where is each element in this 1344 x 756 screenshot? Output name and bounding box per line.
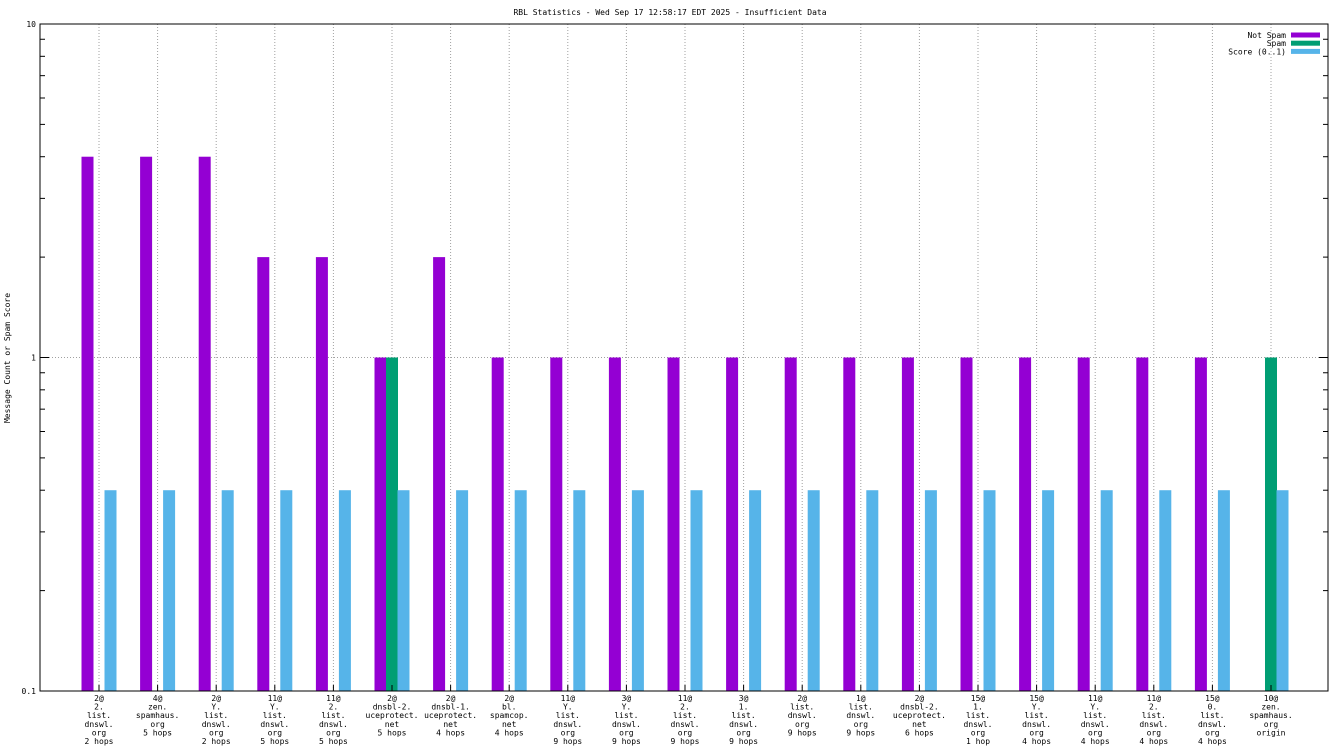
bar-score [1100, 490, 1113, 691]
bar-not-spam [608, 357, 621, 691]
bar-not-spam [374, 357, 387, 691]
x-tick-label: 11@ Y. list. dnswl. org 9 hops [553, 694, 582, 746]
x-tick-label: 11@ 2. list. dnswl. org 5 hops [319, 694, 348, 746]
bar-score [514, 490, 527, 691]
bar-score [924, 490, 937, 691]
bar-not-spam [198, 156, 211, 691]
bar-not-spam [1077, 357, 1090, 691]
bar-not-spam [433, 257, 446, 691]
bar-score [163, 490, 176, 691]
x-tick-label: 2@ list. dnswl. org 9 hops [788, 694, 817, 737]
x-tick-label: 2@ dnsbl-2. uceprotect. net 6 hops [893, 694, 946, 737]
x-tick-label: 2@ dnsbl-2. uceprotect. net 5 hops [366, 694, 419, 737]
x-tick-label: 11@ Y. list. dnswl. org 4 hops [1081, 694, 1110, 746]
x-tick-label: 11@ 2. list. dnswl. org 9 hops [671, 694, 700, 746]
bar-not-spam [1136, 357, 1149, 691]
legend-swatch [1291, 32, 1320, 38]
x-tick-label: 11@ Y. list. dnswl. org 5 hops [260, 694, 289, 746]
bar-not-spam [726, 357, 739, 691]
bar-score [866, 490, 879, 691]
bar-score [221, 490, 234, 691]
bar-score [1042, 490, 1055, 691]
bar-spam [1265, 357, 1277, 691]
x-tick-label: 4@ zen. spamhaus. org 5 hops [136, 694, 179, 737]
x-tick-labels: 2@ 2. list. dnswl. org 2 hops 4@ zen. spamhaus. o… [85, 694, 1293, 746]
x-tick-label: 3@ 1. list. dnswl. org 9 hops [729, 694, 758, 746]
bars [81, 156, 1289, 691]
bar-score [104, 490, 117, 691]
bar-not-spam [81, 156, 94, 691]
legend-label: Score (0..1) [1228, 47, 1286, 56]
bar-score [631, 490, 644, 691]
bar-score [1217, 490, 1230, 691]
x-tick-label: 11@ 2. list. dnswl. org 4 hops [1139, 694, 1168, 746]
bar-score [338, 490, 351, 691]
x-tick-label: 15@ Y. list. dnswl. org 4 hops [1022, 694, 1051, 746]
legend-label: Spam [1267, 39, 1286, 48]
bar-spam [386, 357, 398, 691]
bar-score [573, 490, 586, 691]
bar-not-spam [960, 357, 973, 691]
bar-not-spam [140, 156, 153, 691]
x-tick-label: 15@ 0. list. dnswl. org 4 hops [1198, 694, 1227, 746]
bar-not-spam [1019, 357, 1032, 691]
bar-score [807, 490, 820, 691]
bar-score [983, 490, 996, 691]
bar-score [1276, 490, 1289, 691]
bar-score [690, 490, 703, 691]
y-tick-label: 1 [31, 354, 36, 363]
x-tick-label: 2@ Y. list. dnswl. org 2 hops [202, 694, 231, 746]
bar-not-spam [257, 257, 270, 691]
chart-title: RBL Statistics - Wed Sep 17 12:58:17 EDT… [513, 8, 826, 17]
bar-score [280, 490, 293, 691]
legend-swatch [1291, 40, 1320, 46]
x-tick-label: 2@ bl. spamcop. net 4 hops [490, 694, 529, 737]
x-tick-label: 2@ 2. list. dnswl. org 2 hops [85, 694, 114, 746]
bar-not-spam [667, 357, 680, 691]
y-axis-label: Message Count or Spam Score [3, 293, 12, 423]
x-tick-label: 1@ list. dnswl. org 9 hops [846, 694, 875, 737]
x-tick-label: 3@ Y. list. dnswl. org 9 hops [612, 694, 641, 746]
y-tick-label: 0.1 [22, 687, 37, 696]
bar-not-spam [1194, 357, 1207, 691]
bar-not-spam [491, 357, 504, 691]
bar-score [456, 490, 469, 691]
x-tick-label: 10@ zen. spamhaus. org origin [1249, 694, 1292, 737]
x-tick-label: 15@ 1. list. dnswl. org 1 hop [964, 694, 993, 746]
x-tick-label: 2@ dnsbl-1. uceprotect. net 4 hops [424, 694, 477, 737]
bar-score [397, 490, 410, 691]
bar-not-spam [843, 357, 856, 691]
bar-score [1159, 490, 1172, 691]
bar-score [749, 490, 762, 691]
bar-not-spam [901, 357, 914, 691]
axis-ticks: 0.1 1 10 [22, 20, 1328, 696]
bar-not-spam [550, 357, 563, 691]
legend-swatch [1291, 48, 1320, 54]
bar-not-spam [315, 257, 328, 691]
bar-not-spam [784, 357, 797, 691]
grid-lines [40, 24, 1328, 691]
y-tick-label: 10 [26, 20, 36, 29]
legend-label: Not Spam [1247, 31, 1286, 40]
